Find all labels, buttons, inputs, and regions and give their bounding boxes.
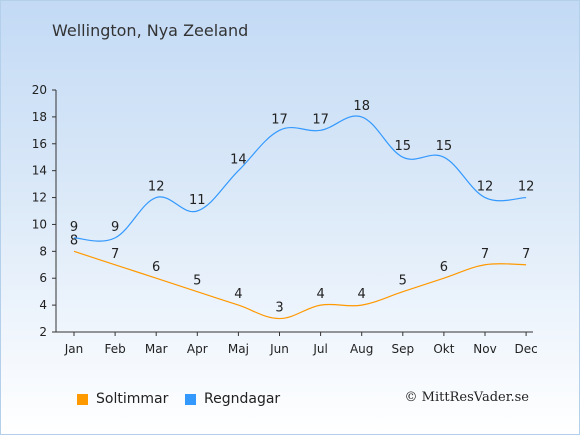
y-tick-label: 6 xyxy=(39,271,47,285)
data-label-regndagar: 18 xyxy=(353,99,370,114)
data-label-soltimmar: 4 xyxy=(358,287,366,302)
data-label-regndagar: 11 xyxy=(189,193,206,208)
series-line-soltimmar xyxy=(73,250,527,320)
legend-item-regndagar: Regndagar xyxy=(185,391,280,407)
y-tick-label: 20 xyxy=(32,83,47,97)
data-label-soltimmar: 4 xyxy=(234,287,242,302)
x-tick-label: Jul xyxy=(312,342,327,356)
y-tick-label: 4 xyxy=(39,298,47,312)
data-label-soltimmar: 7 xyxy=(111,247,119,262)
legend-label-regndagar: Regndagar xyxy=(204,391,281,407)
x-tick-label: Feb xyxy=(104,342,125,356)
y-tick-label: 8 xyxy=(39,244,47,258)
y-tick-label: 12 xyxy=(32,191,47,205)
data-label-regndagar: 14 xyxy=(230,153,247,168)
y-tick-label: 14 xyxy=(32,164,47,178)
data-label-soltimmar: 8 xyxy=(70,233,78,248)
data-label-soltimmar: 6 xyxy=(440,260,448,275)
data-label-regndagar: 12 xyxy=(148,180,165,195)
x-tick-label: Jan xyxy=(64,342,84,356)
data-label-soltimmar: 4 xyxy=(316,287,324,302)
copyright-text: © MittResVader.se xyxy=(404,390,529,405)
data-label-regndagar: 15 xyxy=(395,139,412,154)
y-tick-label: 2 xyxy=(39,325,47,339)
data-label-regndagar: 17 xyxy=(312,112,329,127)
data-label-regndagar: 9 xyxy=(70,220,78,235)
series-line-regndagar xyxy=(73,115,527,242)
data-label-soltimmar: 7 xyxy=(522,247,530,262)
data-label-soltimmar: 5 xyxy=(193,274,201,289)
x-tick-label: Maj xyxy=(228,342,249,356)
y-tick-label: 18 xyxy=(32,110,47,124)
x-tick-label: Dec xyxy=(514,342,537,356)
data-label-regndagar: 12 xyxy=(477,180,494,195)
legend-swatch-soltimmar xyxy=(77,393,88,405)
data-label-regndagar: 9 xyxy=(111,220,119,235)
x-tick-label: Nov xyxy=(473,342,496,356)
data-label-soltimmar: 7 xyxy=(481,247,489,262)
x-tick-label: Aug xyxy=(350,342,373,356)
legend-label-soltimmar: Soltimmar xyxy=(96,391,169,407)
y-tick-label: 10 xyxy=(32,217,47,231)
data-label-regndagar: 15 xyxy=(436,139,453,154)
legend-item-soltimmar: Soltimmar xyxy=(77,391,168,407)
data-label-regndagar: 12 xyxy=(518,180,535,195)
data-label-soltimmar: 6 xyxy=(152,260,160,275)
data-label-regndagar: 17 xyxy=(271,112,288,127)
x-tick-label: Mar xyxy=(145,342,168,356)
x-tick-label: Apr xyxy=(187,342,208,356)
chart-title: Wellington, Nya Zeeland xyxy=(52,21,249,40)
y-tick-label: 16 xyxy=(32,137,47,151)
legend-swatch-regndagar xyxy=(185,393,196,405)
x-tick-label: Okt xyxy=(433,342,454,356)
data-label-soltimmar: 5 xyxy=(399,274,407,289)
x-tick-label: Jun xyxy=(269,342,289,356)
data-label-soltimmar: 3 xyxy=(275,301,283,316)
x-tick-label: Sep xyxy=(391,342,414,356)
